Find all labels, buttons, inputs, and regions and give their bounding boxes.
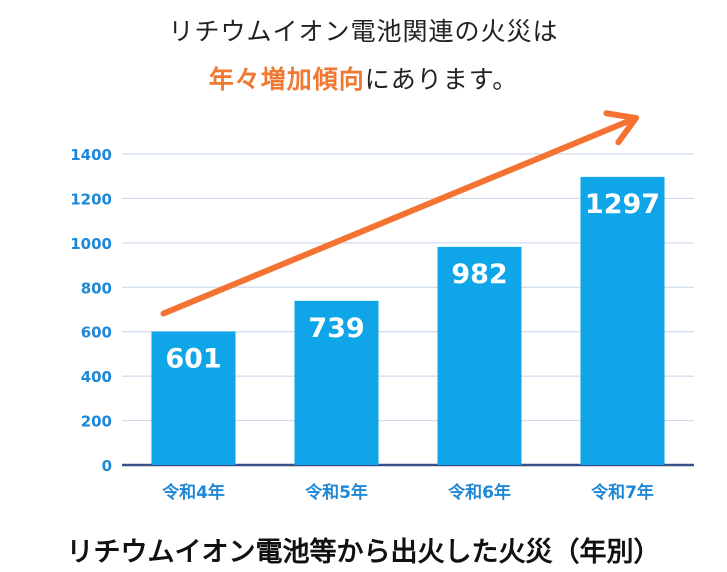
x-tick-label: 令和6年 — [448, 482, 511, 503]
bar-value-label: 601 — [165, 343, 221, 374]
bar — [437, 246, 522, 465]
x-tick-label: 令和5年 — [305, 482, 368, 503]
headline-line-2: 年々増加傾向にあります。 — [0, 60, 727, 96]
trend-arrow — [160, 110, 639, 317]
x-tick-label: 令和7年 — [591, 482, 654, 503]
y-tick-label: 200 — [81, 413, 112, 431]
bar-value-label: 982 — [451, 259, 507, 290]
y-axis-ticks: 0 200 400 600 800 1000 1200 1400 — [70, 146, 112, 475]
x-axis-labels: 令和4年 令和5年 令和6年 令和7年 — [162, 482, 654, 503]
trend-arrow-shaft — [160, 115, 639, 317]
y-tick-label: 1400 — [70, 146, 112, 164]
headline-highlight: 年々増加傾向 — [208, 65, 365, 94]
bar — [151, 331, 236, 465]
chart-caption: リチウムイオン電池等から出火した火災（年別） — [66, 537, 661, 568]
y-tick-label: 600 — [81, 324, 112, 342]
bar-value-label: 739 — [308, 313, 364, 344]
y-tick-label: 800 — [81, 279, 112, 297]
headline-rest: にあります。 — [364, 65, 519, 94]
bar — [580, 176, 665, 465]
y-tick-label: 1200 — [70, 190, 112, 208]
trend-arrow-head — [603, 110, 639, 146]
bar — [294, 300, 379, 465]
y-tick-label: 1000 — [70, 235, 112, 253]
x-tick-label: 令和4年 — [162, 482, 225, 503]
headline-line-1: リチウムイオン電池関連の火災は — [168, 17, 559, 46]
y-tick-label: 400 — [81, 368, 112, 386]
y-tick-label: 0 — [102, 457, 112, 475]
bar-value-label: 1297 — [585, 189, 660, 220]
bars: 601 739 982 1297 — [151, 176, 665, 465]
